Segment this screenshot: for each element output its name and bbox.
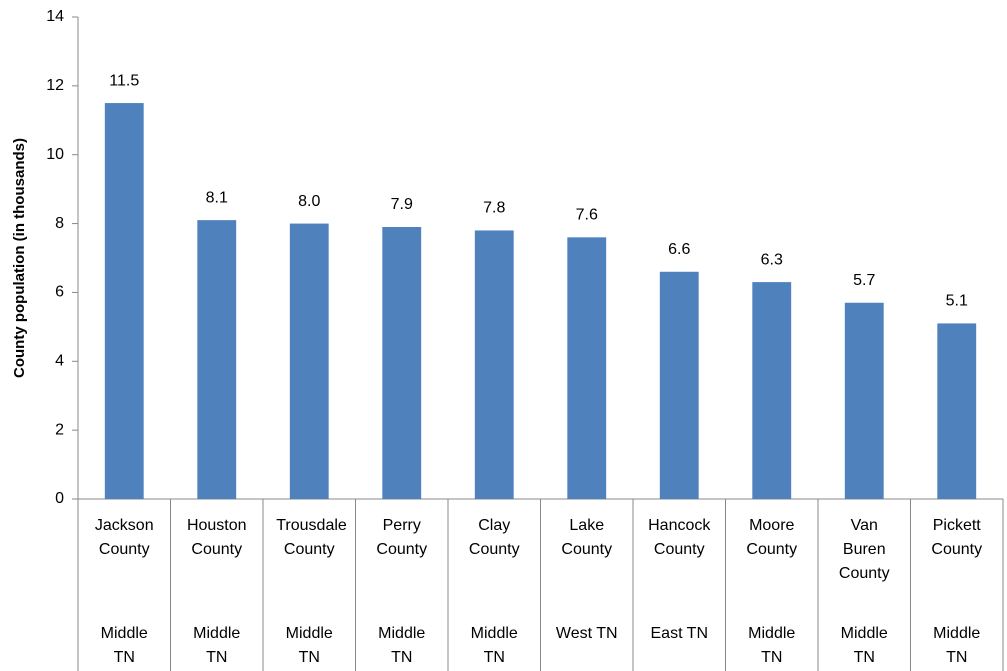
bar xyxy=(197,220,237,499)
y-tick-label: 8 xyxy=(55,215,64,232)
y-tick-label: 14 xyxy=(46,8,64,25)
x-tick-label: Van Buren County xyxy=(838,517,890,582)
x-tick-label: Lake County xyxy=(561,517,613,558)
x-tick-label: Hancock County xyxy=(648,517,711,558)
x-tick-label: Clay County xyxy=(468,517,520,558)
y-tick-label: 0 xyxy=(55,490,64,507)
data-label: 7.9 xyxy=(391,196,413,213)
group-label: Middle TN xyxy=(193,625,241,666)
bar xyxy=(937,323,977,499)
group-label: Middle TN xyxy=(748,625,796,666)
group-label: East TN xyxy=(650,625,709,642)
group-label: Middle TN xyxy=(470,625,518,666)
x-tick-label: Houston County xyxy=(186,517,247,558)
data-label: 5.7 xyxy=(853,272,875,289)
y-tick-label: 6 xyxy=(55,284,64,301)
y-axis-label: County population (in thousands) xyxy=(11,138,28,378)
x-tick-label: Trousdale County xyxy=(276,517,347,558)
data-label: 7.6 xyxy=(576,207,598,224)
data-label: 7.8 xyxy=(483,200,505,217)
group-label: West TN xyxy=(555,625,618,642)
bar xyxy=(104,103,144,500)
data-label: 6.3 xyxy=(761,251,783,268)
x-tick-label: Pickett County xyxy=(931,517,983,558)
y-tick-label: 2 xyxy=(55,421,64,438)
group-label: Middle TN xyxy=(100,625,148,666)
y-tick-label: 4 xyxy=(55,353,64,370)
data-label: 8.1 xyxy=(206,189,228,206)
bar xyxy=(659,271,699,499)
x-tick-label: Moore County xyxy=(746,517,798,558)
data-label: 5.1 xyxy=(946,293,968,310)
y-tick-label: 10 xyxy=(46,146,64,163)
y-tick-label: 12 xyxy=(46,77,64,94)
bar xyxy=(844,302,884,499)
bar xyxy=(567,237,607,500)
group-label: Middle TN xyxy=(840,625,888,666)
group-label: Middle TN xyxy=(378,625,426,666)
bar xyxy=(474,230,514,499)
bar xyxy=(382,227,422,499)
data-label: 6.6 xyxy=(668,241,690,258)
bar xyxy=(752,282,792,499)
data-label: 11.5 xyxy=(109,72,139,89)
data-label: 8.0 xyxy=(298,193,320,210)
group-label: Middle TN xyxy=(933,625,981,666)
x-tick-label: Perry County xyxy=(376,517,428,558)
x-tick-label: Jackson County xyxy=(94,517,154,558)
group-label: Middle TN xyxy=(285,625,333,666)
bar xyxy=(289,223,329,500)
